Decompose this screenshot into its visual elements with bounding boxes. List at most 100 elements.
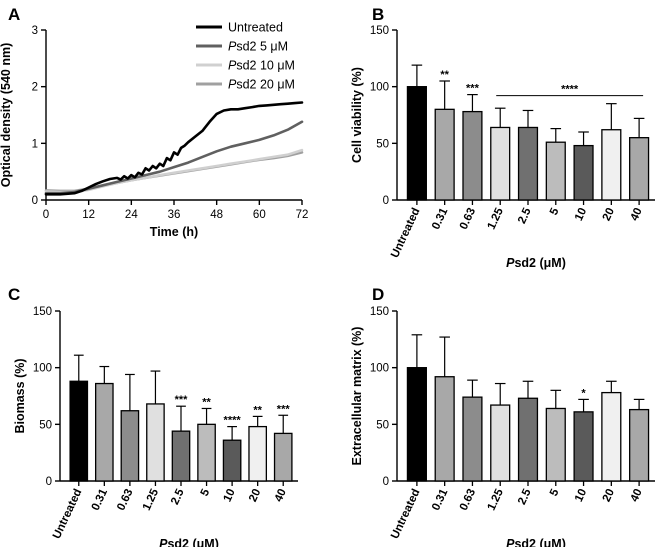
panel-A-x-tick-label: 60: [253, 209, 266, 221]
panel-C-y-tick-label: 150: [33, 306, 52, 318]
panel-C-bar-7: [248, 425, 268, 482]
panel-C-significance-label: ***: [175, 394, 189, 406]
panel-B-x-tick-label: 40: [629, 206, 645, 223]
panel-D-x-tick-label: 1.25: [486, 487, 507, 513]
panel-A-x-tick-label: 12: [82, 209, 95, 221]
panel-C-significance-label: **: [202, 396, 211, 408]
panel-A-x-tick-label: 72: [296, 209, 309, 221]
panel-B-significance-label: ***: [466, 83, 480, 95]
panel-D-x-axis-label: Psd2 (μM): [506, 537, 566, 547]
panel-D-x-tick-label: 2.5: [516, 487, 534, 507]
panel-C-bar-8: [273, 432, 293, 482]
panel-C-bar-2: [120, 410, 140, 482]
panel-B-bar-1: [434, 108, 455, 201]
panel-D-letter: D: [372, 285, 384, 304]
panel-A-x-tick-label: 48: [210, 209, 223, 221]
panel-B-letter: B: [372, 5, 384, 24]
panel-C-x-tick-label: 40: [273, 487, 289, 504]
panel-B-x-axis-label: Psd2 (μM): [506, 256, 566, 270]
panel-D-bar-6: [573, 411, 594, 482]
panel-B-x-tick-label: 10: [573, 206, 589, 223]
panel-C-bar-3: [146, 403, 165, 482]
panel-B-significance-label: **: [440, 69, 449, 81]
panel-D-bar-1: [434, 376, 455, 482]
panel-A-series-line-0: [44, 101, 304, 196]
panel-D-y-tick-label: 50: [376, 419, 389, 431]
panel-D-x-tick-label: 40: [629, 487, 645, 504]
panel-A-x-tick-label: 0: [43, 209, 49, 221]
panel-B-x-tick-label: Untreated: [389, 206, 423, 260]
panel-B-bar-0: [406, 86, 427, 201]
panel-B-x-tick-label: 0.31: [430, 206, 451, 232]
panel-C-x-tick-label: 2.5: [169, 487, 187, 507]
panel-C-x-tick-label: Untreated: [51, 487, 85, 541]
panel-B-y-tick-label: 150: [370, 25, 389, 37]
panel-D-y-tick-label: 0: [383, 476, 389, 488]
panel-B-x-tick-label: 20: [601, 206, 617, 223]
panel-D-x-tick-label: 0.63: [458, 487, 478, 512]
panel-C-significance-label: ***: [277, 403, 291, 415]
panel-D-y-tick-label: 150: [370, 306, 389, 318]
panel-C-bar-6: [222, 439, 242, 482]
panel-B-y-tick-label: 50: [376, 138, 389, 150]
panel-B-y-tick-label: 100: [370, 82, 389, 94]
panel-B-x-tick-label: 1.25: [486, 206, 507, 232]
legend-label-3: Psd2 20 μM: [228, 78, 295, 92]
panel-C-x-tick-label: 0.31: [90, 487, 111, 513]
panel-B-x-tick-label: 5: [548, 206, 562, 217]
panel-B-y-tick-label: 0: [383, 195, 389, 207]
panel-D-bar-3: [490, 404, 511, 482]
panel-C-x-axis-label: Psd2 (μM): [159, 537, 219, 547]
panel-D-bar-7: [601, 391, 622, 482]
panel-C-bar-0: [69, 380, 89, 482]
panel-A-x-tick-label: 36: [168, 209, 181, 221]
panel-A-y-tick-label: 3: [32, 25, 38, 37]
panel-C-bar-1: [94, 382, 114, 482]
panel-A-x-tick-label: 24: [125, 209, 138, 221]
panel-B-bar-6: [573, 144, 594, 201]
panel-C-x-tick-label: 20: [247, 487, 263, 504]
panel-A-y-tick-label: 2: [32, 82, 38, 94]
panel-B-bar-3: [490, 126, 511, 201]
legend-label-2: Psd2 10 μM: [228, 59, 295, 73]
panel-B-bar-4: [517, 126, 539, 201]
panel-B-x-tick-label: 0.63: [458, 206, 478, 231]
panel-D-x-tick-label: 5: [548, 487, 562, 498]
panel-D-y-tick-label: 100: [370, 363, 389, 375]
panel-D-x-tick-label: 20: [601, 487, 617, 504]
panel-B-x-tick-label: 2.5: [516, 206, 534, 226]
panel-D-x-tick-label: Untreated: [389, 487, 423, 541]
panel-B-bar-7: [601, 129, 622, 201]
panel-B-y-axis-label: Cell viability (%): [350, 67, 364, 163]
panel-D-y-axis-label: Extracellular matrix (%): [350, 327, 364, 466]
panel-A-y-axis-label: Optical density (540 nm): [0, 43, 13, 187]
legend-label-0: Untreated: [228, 21, 283, 35]
panel-A-y-tick-label: 1: [32, 138, 38, 150]
panel-C-x-tick-label: 10: [222, 487, 238, 504]
panel-C-bar-4: [171, 430, 191, 482]
panel-D-x-tick-label: 10: [573, 487, 589, 504]
panel-D-bar-5: [545, 407, 566, 482]
panel-C-significance-label: ****: [224, 415, 242, 427]
panel-C-significance-label: **: [253, 404, 262, 416]
panel-D-bar-8: [629, 408, 650, 482]
panel-C-y-axis-label: Biomass (%): [13, 358, 27, 433]
panel-B-bracket-label: ****: [561, 84, 579, 96]
panel-B-bar-2: [462, 110, 483, 201]
panel-D-bar-4: [517, 397, 539, 482]
panel-C-y-tick-label: 50: [39, 419, 52, 431]
panel-C-y-tick-label: 0: [46, 476, 52, 488]
panel-B-bar-5: [545, 141, 566, 201]
legend-label-1: Psd2 5 μM: [228, 40, 288, 54]
panel-C-x-tick-label: 0.63: [115, 487, 135, 512]
panel-B-bar-8: [629, 137, 650, 201]
panel-D-bar-2: [462, 396, 483, 482]
panel-C-letter: C: [8, 285, 20, 304]
panel-D-x-tick-label: 0.31: [430, 487, 451, 513]
panel-C-x-tick-label: 5: [199, 487, 213, 498]
panel-A-letter: A: [8, 5, 20, 24]
panel-A-series-line-2: [44, 148, 304, 194]
panel-A-y-tick-label: 0: [32, 195, 38, 207]
panel-D-bar-0: [406, 367, 427, 482]
